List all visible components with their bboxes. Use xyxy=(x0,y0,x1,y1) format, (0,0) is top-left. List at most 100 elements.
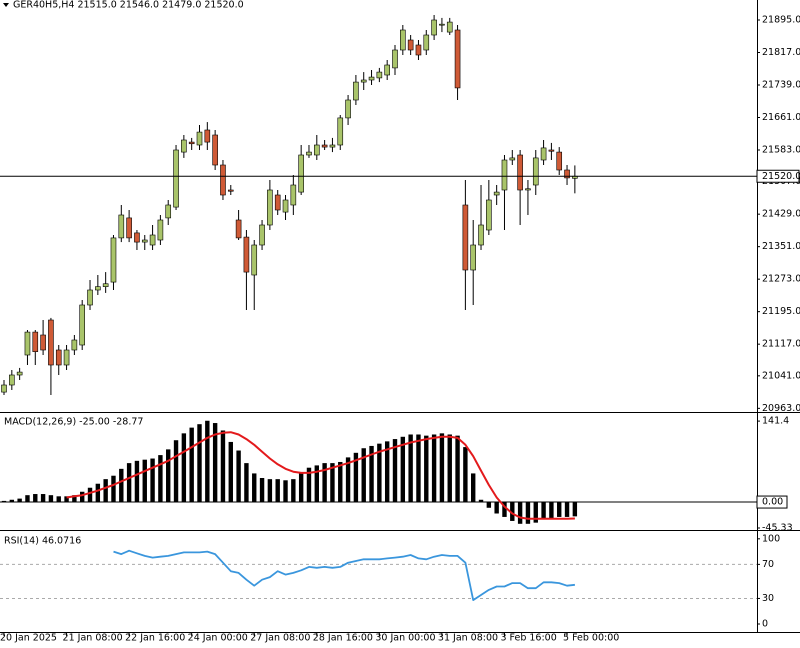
candle-body xyxy=(384,64,390,76)
macd-bar xyxy=(533,502,538,523)
y-tick-label: 21117.0 xyxy=(762,339,800,350)
macd-bar xyxy=(189,427,194,503)
candle-body xyxy=(564,169,570,179)
macd-bar xyxy=(283,480,288,503)
y-tick-label: 30 xyxy=(762,593,774,604)
candle-body xyxy=(446,21,453,33)
macd-bar xyxy=(220,430,226,503)
candle-body xyxy=(71,339,78,351)
macd-bar xyxy=(158,455,163,503)
x-tick-label: 27 Jan 08:00 xyxy=(250,633,310,644)
candle-body xyxy=(337,117,344,146)
macd-bar xyxy=(267,479,273,503)
macd-bar xyxy=(408,434,413,503)
macd-bar xyxy=(306,467,312,503)
candle-body xyxy=(251,244,258,276)
macd-bar xyxy=(447,434,452,503)
y-tick-label: 0 xyxy=(762,618,768,629)
candle-body xyxy=(360,79,367,83)
macd-bar xyxy=(259,478,265,503)
candle-body xyxy=(79,304,85,346)
macd-bar xyxy=(87,487,93,503)
candle-body xyxy=(306,151,312,156)
y-tick-label: 21895.0 xyxy=(762,15,800,26)
candle-body xyxy=(188,141,195,145)
macd-bar xyxy=(486,502,492,508)
candle-body xyxy=(149,234,156,246)
macd-bar xyxy=(56,496,61,503)
candle-body xyxy=(290,184,297,206)
y-tick-label: 21351.0 xyxy=(762,241,800,252)
candle-body xyxy=(392,49,398,69)
macd-bar xyxy=(572,502,578,517)
candle-body xyxy=(321,144,328,148)
candle-body xyxy=(110,237,117,283)
candle-body xyxy=(345,99,351,119)
y-tick-label: 21429.0 xyxy=(762,209,800,220)
macd-bar xyxy=(361,448,366,503)
candle-body xyxy=(462,204,469,271)
macd-bar xyxy=(330,463,335,503)
y-tick-label: 21041.0 xyxy=(762,370,800,381)
macd-bar xyxy=(369,445,374,503)
candle-body xyxy=(220,164,226,196)
macd-bar xyxy=(471,473,476,503)
x-tick-label: 22 Jan 16:00 xyxy=(125,633,185,644)
candle-body xyxy=(431,19,437,36)
macd-bar xyxy=(80,491,85,503)
macd-bar xyxy=(173,440,179,503)
candle-body xyxy=(243,236,250,273)
macd-bar xyxy=(126,463,132,503)
macd-bar xyxy=(236,450,241,503)
rsi-title: RSI(14) 46.0716 xyxy=(4,536,81,547)
macd-bar xyxy=(72,495,77,503)
macd-bar xyxy=(134,460,140,503)
candle-body xyxy=(267,189,273,226)
macd-bar xyxy=(541,502,546,520)
zero-box xyxy=(756,495,788,509)
macd-bar xyxy=(384,441,390,503)
main-title: GER40H5,H4 21515.0 21546.0 21479.0 21520… xyxy=(13,0,244,11)
candle-body xyxy=(501,159,508,191)
candle-body xyxy=(439,23,445,26)
candle-body xyxy=(556,151,563,171)
macd-bar xyxy=(1,500,7,503)
macd-bar xyxy=(439,433,445,503)
macd-bar xyxy=(142,459,147,503)
macd-bar xyxy=(181,433,187,503)
candle-body xyxy=(55,349,62,366)
x-tick-label: 31 Jan 08:00 xyxy=(438,633,498,644)
candle-body xyxy=(353,81,359,101)
candle-body xyxy=(126,217,132,239)
macd-bar xyxy=(549,502,554,519)
macd-bar xyxy=(463,447,468,503)
macd-bar xyxy=(377,443,382,503)
x-tick-label: 20 Jan 2025 xyxy=(0,633,57,644)
candle-body xyxy=(204,129,211,143)
y-tick-label: -45.33 xyxy=(762,523,793,534)
candle-body xyxy=(1,384,7,393)
macd-bar xyxy=(353,452,359,503)
macd-bar xyxy=(345,457,351,503)
macd-bar xyxy=(197,424,202,503)
macd-bar xyxy=(517,502,523,524)
y-tick-label: 21661.0 xyxy=(762,112,800,123)
candle-body xyxy=(368,76,375,81)
macd-bar xyxy=(212,423,218,503)
signal-line xyxy=(66,431,575,520)
macd-bar xyxy=(228,441,233,503)
macd-bar xyxy=(252,473,257,503)
macd-bar xyxy=(338,461,343,503)
candle-body xyxy=(274,194,281,211)
macd-bar xyxy=(111,475,116,503)
macd-bar xyxy=(119,468,124,503)
candle-body xyxy=(173,149,179,208)
candle-body xyxy=(63,349,70,366)
y-tick-label: 21817.0 xyxy=(762,47,800,58)
macd-bar xyxy=(25,495,30,503)
macd-bar xyxy=(9,499,15,503)
candle-body xyxy=(376,71,383,79)
candle-body xyxy=(329,144,336,148)
candle-body xyxy=(548,149,555,152)
